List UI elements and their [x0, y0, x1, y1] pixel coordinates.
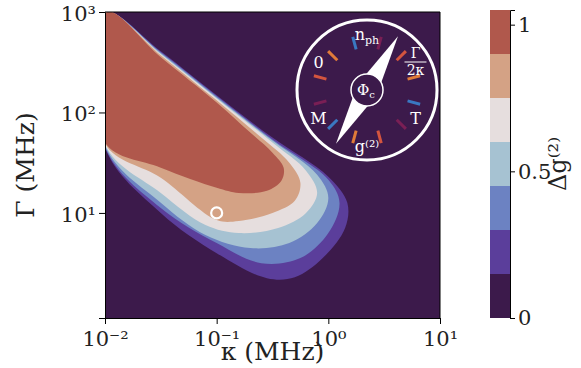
inset-label: M: [310, 109, 326, 128]
y-tick: 10¹: [61, 203, 105, 227]
highlight-point: [211, 207, 222, 218]
inset-center-text: Φ: [357, 81, 369, 99]
x-tick-label: 10⁻²: [82, 327, 128, 351]
inset: nph Γ2κ Tg⁽²⁾ M 0 Φc: [297, 20, 437, 160]
x-tick-mark: [328, 318, 329, 324]
inset-tick: [314, 76, 327, 79]
colorbar-tick-label: 0: [518, 306, 531, 330]
inset-tick: [314, 101, 327, 104]
inset-label-text: g⁽²⁾: [355, 137, 380, 156]
colorbar-tick: 1: [510, 13, 531, 37]
x-tick-label: 10¹: [423, 327, 458, 351]
inset-label-text: M: [310, 109, 326, 128]
contour-region: [105, 12, 340, 264]
inset-tick: [397, 51, 406, 60]
inset-label: nph: [355, 25, 379, 47]
frame: [440, 12, 441, 318]
y-tick-mark: [99, 112, 105, 113]
y-axis: 10¹ 10² 10³: [61, 2, 106, 319]
colorbar-title: Δg⁽²⁾: [544, 137, 572, 191]
inset-label: g⁽²⁾: [355, 137, 380, 156]
colorbar-band: [490, 186, 510, 230]
colorbar-band: [490, 98, 510, 142]
inset-center-sub: c: [369, 89, 375, 100]
contour-region: [105, 12, 284, 193]
colorbar-tick-mark: [510, 318, 515, 319]
colorbar-tick-label: 1: [518, 13, 531, 37]
inset-tick: [397, 120, 406, 129]
y-tick-mark: [99, 213, 105, 214]
x-axis-line: [106, 319, 441, 325]
x-tick: 10¹: [423, 318, 458, 351]
inset-label: 0: [313, 53, 323, 72]
x-tick: 10⁻²: [82, 318, 128, 351]
colorbar-band: [490, 10, 510, 54]
chart: 10⁻²10⁻¹10⁰10¹10¹10²10³κ (MHz)Γ (MHz)00.…: [0, 0, 581, 368]
inset-label-text: T: [410, 109, 421, 128]
inset-label: T: [410, 109, 421, 128]
inset-ring: [297, 20, 437, 160]
inset-center-label: Φc: [357, 81, 375, 100]
inset-label-text: n: [355, 25, 365, 44]
x-tick-mark: [217, 318, 218, 324]
contour-region: [105, 12, 348, 280]
inset-tick: [328, 120, 337, 129]
y-tick: 10³: [61, 2, 105, 26]
colorbar-axis-line: [511, 11, 516, 319]
inset-label: 2κ: [407, 62, 425, 78]
colorbar-tick-mark: [510, 25, 515, 26]
colorbar: [490, 10, 510, 318]
y-tick: 10²: [61, 102, 105, 126]
inset-needle: [336, 36, 398, 143]
y-tick-label: 10¹: [61, 203, 96, 227]
colorbar-band: [490, 54, 510, 98]
y-tick-mark: [99, 12, 105, 13]
y-axis-title: Γ (MHz): [11, 112, 40, 217]
plot-area: [105, 12, 440, 318]
colorbar-tick-mark: [510, 171, 515, 172]
inset-label: Γ: [411, 45, 421, 61]
y-axis-line: [99, 13, 106, 319]
x-axis-title: κ (MHz): [221, 337, 325, 366]
colorbar-band: [490, 274, 510, 318]
inset-hub: [351, 74, 383, 106]
colorbar-band: [490, 230, 510, 274]
contour-region: [105, 12, 328, 248]
y-tick-label: 10²: [61, 102, 96, 126]
contour-region: [105, 12, 300, 222]
contour-region: [105, 12, 317, 233]
y-tick-label: 10³: [61, 2, 96, 26]
colorbar-tick: 0: [510, 306, 531, 330]
inset-tick: [328, 51, 337, 60]
frame: [105, 12, 440, 13]
inset-label-sub: ph: [365, 34, 379, 47]
x-tick-mark: [440, 318, 441, 324]
colorbar-band: [490, 142, 510, 186]
inset-tick: [408, 101, 421, 104]
inset-label-text: 0: [313, 53, 323, 72]
